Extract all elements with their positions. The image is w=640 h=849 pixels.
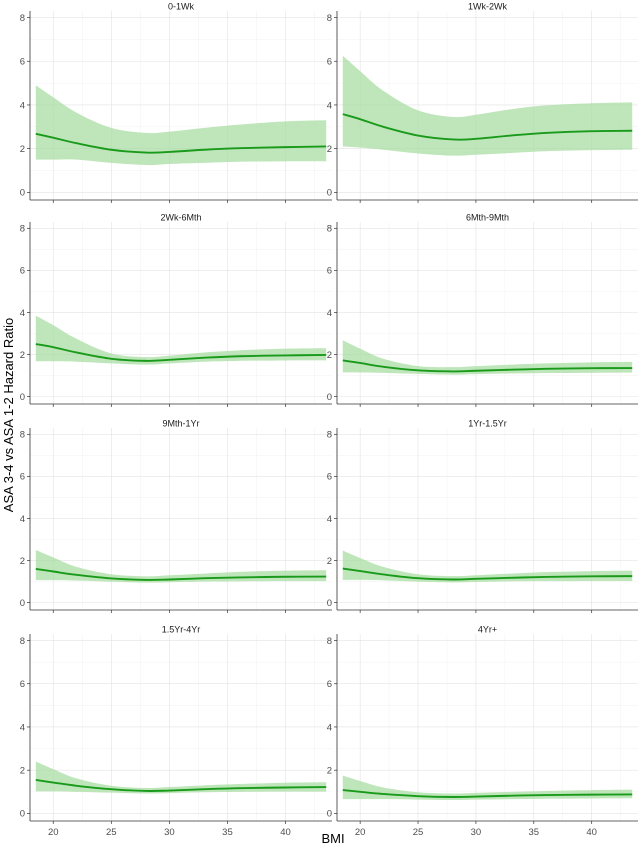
hazard-ratio-line (342, 359, 633, 373)
x-tick-label: 20 (48, 827, 59, 838)
y-tick-label: 6 (327, 57, 332, 68)
y-tick-label: 0 (20, 392, 25, 403)
y-tick-label: 2 (20, 144, 25, 155)
panel-1: 0-1Wk 0 2 4 6 8 (20, 2, 332, 203)
y-tick-label: 8 (20, 430, 25, 441)
y-tick-label: 4 (327, 100, 332, 111)
y-tick-label: 8 (20, 13, 25, 24)
panel-title: 1.5Yr-4Yr (162, 625, 201, 635)
hazard-ratio-line (35, 343, 327, 362)
panel-title: 4Yr+ (478, 625, 497, 635)
x-tick-label: 30 (164, 827, 175, 838)
confidence-band (35, 315, 327, 365)
y-tick-label: 2 (327, 765, 332, 776)
y-tick-label: 2 (327, 350, 332, 361)
panel-title: 9Mth-1Yr (162, 419, 199, 429)
hazard-ratio-line (342, 789, 633, 798)
y-tick-label: 0 (327, 392, 332, 403)
panel-4: 6Mth-9Mth 0 2 4 6 8 (327, 213, 638, 407)
y-tick-label: 2 (327, 144, 332, 155)
hazard-ratio-line (35, 568, 327, 581)
y-tick-label: 6 (20, 679, 25, 690)
x-tick-label: 35 (529, 827, 540, 838)
y-tick-label: 8 (327, 636, 332, 647)
confidence-band (35, 761, 327, 794)
x-tick-label: 35 (222, 827, 233, 838)
panel-title: 1Yr-1.5Yr (468, 419, 507, 429)
y-tick-label: 2 (20, 350, 25, 361)
y-tick-label: 8 (20, 636, 25, 647)
y-tick-label: 6 (327, 266, 332, 277)
y-tick-label: 4 (20, 514, 25, 525)
y-tick-label: 0 (20, 809, 25, 820)
y-tick-label: 4 (327, 514, 332, 525)
hazard-ratio-line (35, 132, 327, 154)
y-tick-label: 8 (20, 224, 25, 235)
y-tick-label: 0 (327, 598, 332, 609)
y-tick-label: 6 (327, 472, 332, 483)
confidence-band (342, 55, 633, 156)
panel-title: 1Wk-2Wk (468, 2, 507, 12)
panel-title: 0-1Wk (168, 2, 195, 12)
y-tick-label: 4 (327, 722, 332, 733)
confidence-band (342, 775, 633, 801)
y-tick-label: 8 (327, 13, 332, 24)
hazard-ratio-line (35, 778, 327, 792)
y-tick-label: 6 (327, 679, 332, 690)
panel-2: 1Wk-2Wk 0 2 4 6 8 (327, 2, 638, 203)
hazard-ratio-line (342, 567, 633, 581)
panel-5: 9Mth-1Yr 0 2 4 6 8 (20, 419, 332, 613)
x-tick-label: 30 (471, 827, 482, 838)
y-tick-label: 0 (20, 188, 25, 199)
panel-title: 6Mth-9Mth (466, 213, 509, 223)
x-tick-label: 20 (355, 827, 366, 838)
x-tick-label: 25 (413, 827, 424, 838)
y-tick-label: 8 (327, 430, 332, 441)
confidence-band (342, 340, 633, 375)
y-tick-label: 2 (20, 556, 25, 567)
y-tick-label: 4 (20, 100, 25, 111)
y-tick-label: 4 (20, 308, 25, 319)
confidence-band (35, 85, 327, 166)
hazard-ratio-line (342, 113, 633, 141)
y-tick-label: 2 (327, 556, 332, 567)
y-tick-label: 4 (20, 722, 25, 733)
panel-3: 2Wk-6Mth 0 2 4 6 8 (20, 213, 332, 407)
y-tick-label: 0 (20, 598, 25, 609)
panel-title: 2Wk-6Mth (160, 213, 201, 223)
y-tick-label: 2 (20, 765, 25, 776)
x-tick-label: 25 (106, 827, 117, 838)
y-tick-label: 6 (20, 57, 25, 68)
y-tick-label: 8 (327, 224, 332, 235)
panel-6: 1Yr-1.5Yr 0 2 4 6 8 (327, 419, 638, 613)
y-tick-label: 0 (327, 188, 332, 199)
y-tick-label: 0 (327, 809, 332, 820)
y-tick-label: 4 (327, 308, 332, 319)
y-tick-label: 6 (20, 266, 25, 277)
panel-8: 4Yr+ 0 2 4 6 8 20 25 30 35 40 (327, 625, 638, 838)
x-tick-label: 40 (280, 827, 291, 838)
y-axis-title: ASA 3-4 vs ASA 1-2 Hazard Ratio (1, 318, 16, 512)
x-axis-title: BMI (321, 831, 344, 846)
confidence-band (342, 550, 633, 583)
x-tick-label: 40 (586, 827, 597, 838)
y-tick-label: 6 (20, 472, 25, 483)
confidence-band (35, 550, 327, 583)
